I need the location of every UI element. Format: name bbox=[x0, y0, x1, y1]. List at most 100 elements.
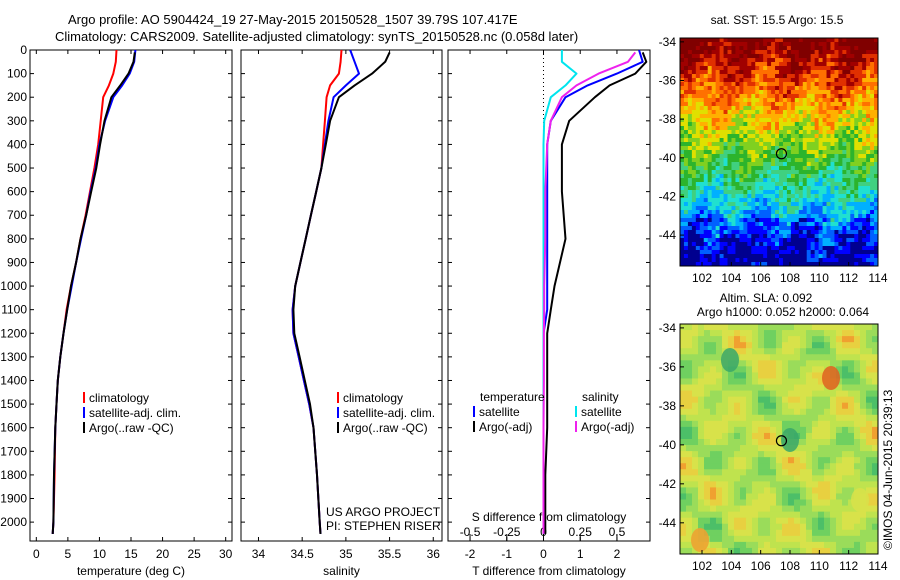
map-cell bbox=[735, 98, 740, 103]
map-cell bbox=[818, 445, 825, 452]
map-cell bbox=[703, 242, 709, 247]
map-cell bbox=[834, 78, 839, 83]
map-cell bbox=[735, 78, 740, 83]
map-cell bbox=[834, 166, 839, 171]
map-cell bbox=[858, 118, 863, 123]
map-cell bbox=[854, 324, 861, 331]
map-cell bbox=[752, 451, 759, 458]
map-cell bbox=[731, 94, 736, 99]
map-cell bbox=[680, 439, 687, 446]
map-cell bbox=[716, 342, 723, 349]
map-cell bbox=[812, 541, 819, 549]
map-cell bbox=[860, 523, 867, 531]
map-cell bbox=[858, 214, 863, 219]
map-cell bbox=[767, 218, 772, 223]
map-cell bbox=[776, 547, 783, 554]
map-cell bbox=[782, 206, 788, 211]
map-cell bbox=[830, 170, 835, 175]
map-cell bbox=[728, 336, 735, 343]
map-cell bbox=[838, 126, 843, 131]
map-cell bbox=[740, 475, 747, 482]
map-cell bbox=[802, 78, 808, 83]
map-cell bbox=[854, 170, 859, 175]
map-cell bbox=[830, 348, 837, 355]
map-cell bbox=[707, 258, 713, 263]
map-cell bbox=[727, 78, 732, 83]
map-cell bbox=[746, 372, 753, 379]
map-cell bbox=[776, 517, 783, 525]
map-cell bbox=[788, 493, 795, 500]
map-cell bbox=[680, 481, 687, 488]
map-cell bbox=[874, 206, 878, 211]
map-cell bbox=[782, 390, 789, 398]
map-cell bbox=[727, 146, 732, 151]
map-cell bbox=[691, 74, 697, 79]
map-cell bbox=[704, 432, 711, 440]
map-cell bbox=[848, 408, 855, 416]
map-cell bbox=[818, 529, 825, 537]
map-cell bbox=[687, 38, 693, 43]
map-cell bbox=[764, 487, 771, 494]
map-cell bbox=[850, 246, 855, 251]
map-cell bbox=[735, 138, 740, 143]
map-cell bbox=[842, 348, 849, 355]
map-cell bbox=[680, 234, 685, 239]
map-cell bbox=[703, 154, 709, 159]
map-cell bbox=[759, 82, 764, 87]
map-cell bbox=[782, 190, 788, 195]
map-cell bbox=[870, 230, 875, 235]
map-cell bbox=[818, 106, 823, 111]
map-cell bbox=[806, 439, 813, 446]
depth-tick-label: 300 bbox=[7, 114, 27, 128]
map-cell bbox=[771, 130, 776, 135]
map-cell bbox=[834, 238, 839, 243]
map-cell bbox=[830, 54, 835, 59]
map-cell bbox=[866, 324, 873, 331]
map-cell bbox=[854, 134, 859, 139]
map-cell bbox=[734, 439, 741, 446]
map-cell bbox=[802, 46, 808, 51]
map-cell bbox=[866, 74, 871, 79]
map-cell bbox=[788, 354, 795, 361]
map-cell bbox=[703, 262, 709, 266]
map-cell bbox=[812, 414, 819, 422]
map-cell bbox=[763, 258, 768, 263]
map-cell bbox=[711, 262, 717, 266]
map-cell bbox=[814, 246, 819, 251]
map-cell bbox=[770, 469, 777, 476]
map-cell bbox=[800, 384, 807, 391]
map-cell bbox=[707, 242, 713, 247]
map-cell bbox=[830, 432, 837, 440]
map-cell bbox=[806, 366, 813, 373]
map-cell bbox=[759, 230, 764, 235]
map-cell bbox=[728, 432, 735, 440]
map-cell bbox=[800, 523, 807, 531]
map-cell bbox=[830, 66, 835, 71]
map-cell bbox=[747, 86, 752, 91]
map-cell bbox=[739, 42, 744, 47]
map-cell bbox=[866, 114, 871, 119]
map-cell bbox=[794, 70, 800, 75]
map-y-tick-label: -42 bbox=[659, 189, 677, 203]
map-cell bbox=[860, 463, 867, 470]
map-cell bbox=[838, 38, 843, 43]
map-cell bbox=[810, 174, 816, 179]
map-cell bbox=[862, 122, 867, 127]
map-cell bbox=[735, 42, 740, 47]
map-cell bbox=[687, 258, 693, 263]
map-cell bbox=[786, 214, 792, 219]
map-cell bbox=[740, 493, 747, 500]
map-cell bbox=[818, 126, 823, 131]
map-cell bbox=[858, 254, 863, 259]
map-cell bbox=[866, 186, 871, 191]
map-cell bbox=[759, 234, 764, 239]
map-cell bbox=[842, 210, 847, 215]
map-cell bbox=[822, 222, 827, 227]
map-cell bbox=[743, 50, 748, 55]
map-cell bbox=[751, 114, 756, 119]
map-cell bbox=[755, 54, 760, 59]
map-cell bbox=[794, 457, 801, 464]
map-cell bbox=[798, 114, 804, 119]
map-cell bbox=[810, 214, 816, 219]
map-cell bbox=[731, 126, 736, 131]
